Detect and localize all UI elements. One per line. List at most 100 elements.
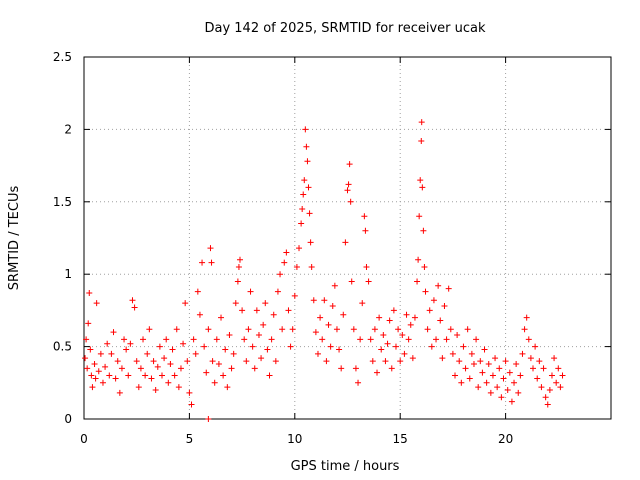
y-tick-label: 1.5 [53,195,72,209]
data-point [473,336,480,343]
data-point [188,401,195,408]
data-point [88,372,95,379]
data-point [494,384,501,391]
data-point [557,384,564,391]
data-point [513,360,520,367]
data-point [527,355,534,362]
data-point [127,340,134,347]
data-point [264,346,271,353]
data-point [232,300,239,307]
data-point [331,282,338,289]
data-point [268,336,275,343]
data-point [116,389,123,396]
chart-title: Day 142 of 2025, SRMTID for receiver uca… [204,21,486,36]
data-point [500,375,507,382]
data-point [399,332,406,339]
data-point [468,350,475,357]
y-tick-label: 2.5 [53,50,72,64]
data-point [498,394,505,401]
data-point [336,346,343,353]
data-point [551,355,558,362]
data-point [209,358,216,365]
data-point [306,210,313,217]
data-point [325,321,332,328]
data-point [395,326,402,333]
data-point [303,143,310,150]
data-point [190,336,197,343]
data-point [329,303,336,310]
data-point [405,336,412,343]
data-point [367,336,374,343]
data-point [384,340,391,347]
data-point [239,307,246,314]
x-tick-label: 15 [393,432,408,446]
data-point [489,372,496,379]
data-point [243,358,250,365]
data-point [437,317,444,324]
data-point [411,314,418,321]
data-point [251,365,258,372]
data-point [95,368,102,375]
data-point [439,355,446,362]
data-point [83,336,90,343]
data-point [534,375,541,382]
data-point [85,320,92,327]
data-point [419,184,426,191]
data-point [171,372,178,379]
data-point [241,336,248,343]
data-point [199,259,206,266]
data-point [355,379,362,386]
data-point [508,398,515,405]
data-point [222,346,229,353]
data-point [274,288,281,295]
grid-lines [83,57,611,419]
data-point [213,336,220,343]
data-point [169,346,176,353]
data-point [362,227,369,234]
data-point [481,346,488,353]
data-point [462,365,469,372]
data-point [433,336,440,343]
data-point [485,360,492,367]
data-point [392,343,399,350]
data-points [82,119,566,422]
y-tick-label: 2 [64,122,72,136]
data-point [281,259,288,266]
data-point [262,300,269,307]
data-point [323,358,330,365]
data-point [296,245,303,252]
data-point [504,387,511,394]
data-point [208,259,215,266]
x-axis-title: GPS time / hours [291,459,400,474]
data-point [530,365,537,372]
data-point [140,336,147,343]
data-point [382,358,389,365]
data-point [99,379,106,386]
data-point [249,343,256,350]
data-point [441,303,448,310]
data-point [409,355,416,362]
data-point [165,379,172,386]
data-point [542,394,549,401]
data-point [228,365,235,372]
x-tick-label: 0 [80,432,88,446]
data-point [279,326,286,333]
data-point [422,288,429,295]
data-point [121,336,128,343]
data-point [421,263,428,270]
data-point [163,336,170,343]
data-point [220,372,227,379]
data-point [131,304,138,311]
data-point [236,256,243,263]
data-point [345,181,352,188]
data-point [403,311,410,318]
data-point [154,363,161,370]
data-point [201,343,208,350]
data-point [502,358,509,365]
data-point [158,372,165,379]
data-point [397,358,404,365]
data-point [333,326,340,333]
data-point [521,326,528,333]
x-tick-label: 5 [186,432,194,446]
